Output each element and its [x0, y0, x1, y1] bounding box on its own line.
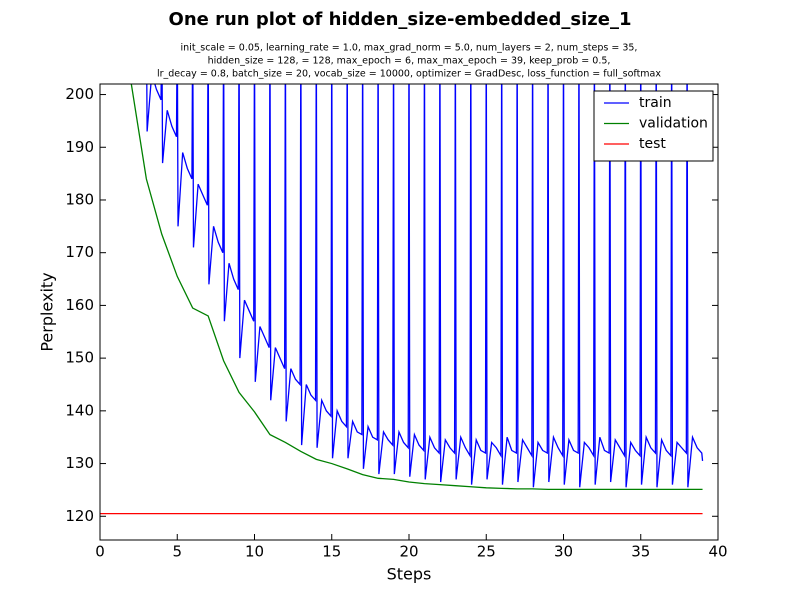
- x-axis-label: Steps: [387, 565, 432, 584]
- x-tick-label: 30: [554, 543, 573, 561]
- y-tick-label: 150: [65, 349, 94, 367]
- x-tick-label: 35: [631, 543, 650, 561]
- subtitle: hidden_size = 128, = 128, max_epoch = 6,…: [208, 56, 611, 67]
- x-tick-label: 10: [245, 543, 264, 561]
- legend-label: train: [639, 95, 672, 111]
- x-tick-label: 20: [399, 543, 418, 561]
- x-tick-label: 5: [172, 543, 182, 561]
- x-tick-label: 25: [477, 543, 496, 561]
- y-tick-label: 140: [65, 401, 94, 419]
- y-tick-label: 170: [65, 243, 94, 261]
- y-tick-label: 120: [65, 507, 94, 525]
- subtitle: lr_decay = 0.8, batch_size = 20, vocab_s…: [157, 69, 661, 80]
- y-tick-label: 130: [65, 454, 94, 472]
- x-tick-label: 15: [322, 543, 341, 561]
- subtitle: init_scale = 0.05, learning_rate = 1.0, …: [181, 43, 638, 54]
- plot-area: [100, 84, 704, 515]
- y-tick-label: 200: [65, 85, 94, 103]
- y-tick-label: 190: [65, 138, 94, 156]
- x-tick-label: 40: [708, 543, 727, 561]
- y-axis-label: Perplexity: [38, 272, 57, 351]
- x-tick-label: 0: [95, 543, 105, 561]
- line-validation: [130, 84, 703, 491]
- chart-title: One run plot of hidden_size-embedded_siz…: [169, 9, 632, 30]
- legend-label: validation: [639, 116, 708, 132]
- legend-label: test: [639, 136, 666, 152]
- y-tick-label: 160: [65, 296, 94, 314]
- y-tick-label: 180: [65, 190, 94, 208]
- plot-frame: [99, 83, 719, 541]
